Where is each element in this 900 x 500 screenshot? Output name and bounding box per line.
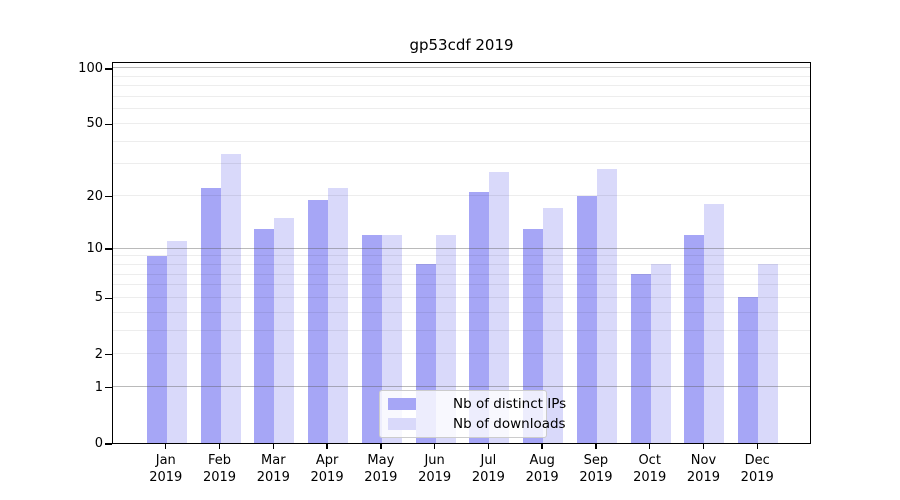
gridline-minor (113, 85, 810, 87)
x-tick-mark (165, 444, 167, 449)
x-tick-mark (595, 444, 597, 449)
y-tick-label: 5 (94, 290, 103, 306)
bar-distinct-ips (361, 234, 382, 443)
gridline-minor (113, 75, 810, 77)
y-tick-label: 50 (86, 116, 103, 132)
x-tick-label: Dec 2019 (740, 453, 774, 485)
bar-downloads (220, 154, 241, 443)
gridline-minor (113, 96, 810, 98)
gridline-minor (113, 255, 810, 257)
gridline-minor (113, 329, 810, 331)
gridline-minor (113, 284, 810, 286)
x-tick-label: Jul 2019 (471, 453, 505, 485)
x-tick-mark (541, 444, 543, 449)
bar-downloads (274, 217, 295, 443)
gridline-minor (113, 273, 810, 275)
gridline-major (113, 67, 810, 69)
x-tick-mark (487, 444, 490, 449)
y-tick-label: 100 (78, 60, 103, 76)
chart-title: gp53cdf 2019 (409, 36, 514, 54)
bar-downloads (166, 241, 187, 443)
gridline-major (113, 386, 810, 388)
gridline-minor (113, 140, 810, 142)
gridline-minor (113, 311, 810, 313)
y-tick-mark (105, 123, 112, 126)
gridline-minor (113, 122, 810, 124)
y-tick-mark (105, 248, 112, 250)
x-tick-mark (272, 444, 274, 449)
gridline-minor (113, 263, 810, 265)
gridline-minor (113, 108, 810, 110)
bar-downloads (758, 264, 779, 443)
gridline-minor (113, 163, 810, 165)
legend: Nb of distinct IPs Nb of downloads (379, 390, 566, 438)
bar-downloads (650, 264, 671, 443)
y-tick-label: 20 (86, 188, 103, 204)
x-tick-mark (218, 444, 221, 449)
plot-area: Nb of distinct IPs Nb of downloads (112, 62, 811, 444)
legend-swatch-distinct-ips (388, 398, 416, 411)
x-tick-label: Nov 2019 (686, 453, 720, 485)
gridline-major (113, 247, 810, 249)
bar-distinct-ips (630, 274, 651, 443)
gridline-minor (113, 353, 810, 355)
y-tick-label: 0 (94, 436, 103, 451)
x-tick-label: Aug 2019 (525, 453, 559, 485)
y-tick-mark (105, 386, 112, 389)
y-tick-mark (105, 443, 112, 445)
x-tick-mark (326, 444, 328, 449)
x-tick-label: Jun 2019 (418, 453, 452, 485)
bar-downloads (328, 188, 349, 443)
x-tick-label: Feb 2019 (202, 453, 237, 485)
bar-distinct-ips (738, 297, 759, 443)
bar-distinct-ips (523, 228, 544, 443)
legend-item-distinct-ips: Nb of distinct IPs (388, 396, 566, 412)
bar-downloads (704, 203, 725, 443)
x-tick-mark (648, 444, 651, 449)
legend-label-downloads: Nb of downloads (453, 415, 566, 432)
x-tick-label: May 2019 (364, 453, 398, 485)
gridline-minor (113, 195, 810, 197)
x-tick-label: Mar 2019 (256, 453, 290, 485)
y-tick-label: 2 (94, 346, 103, 362)
x-tick-mark (756, 444, 758, 449)
bar-distinct-ips (684, 234, 705, 443)
gridline-minor (113, 296, 810, 298)
x-tick-label: Sep 2019 (579, 453, 613, 485)
x-tick-mark (380, 444, 382, 449)
bar-distinct-ips (469, 191, 490, 443)
x-tick-mark (702, 444, 705, 449)
y-tick-label: 10 (86, 241, 103, 257)
bar-distinct-ips (200, 188, 221, 443)
legend-item-downloads: Nb of downloads (388, 416, 566, 432)
y-tick-label: 1 (94, 379, 103, 395)
y-tick-mark (105, 354, 112, 356)
bar-downloads (596, 169, 617, 443)
x-tick-mark (433, 444, 436, 449)
legend-label-distinct-ips: Nb of distinct IPs (453, 396, 567, 413)
x-tick-label: Jan 2019 (149, 453, 183, 485)
bar-distinct-ips (576, 195, 597, 443)
y-tick-mark (105, 297, 112, 300)
bar-downloads (543, 208, 564, 443)
bar-distinct-ips (254, 228, 275, 443)
x-tick-label: Apr 2019 (310, 453, 344, 485)
bar-downloads (489, 172, 510, 443)
bar-distinct-ips (308, 199, 329, 443)
y-tick-mark (105, 195, 112, 198)
y-tick-mark (105, 68, 112, 70)
x-tick-label: Oct 2019 (633, 453, 667, 485)
legend-swatch-downloads (388, 417, 416, 430)
bar-distinct-ips (146, 255, 167, 443)
